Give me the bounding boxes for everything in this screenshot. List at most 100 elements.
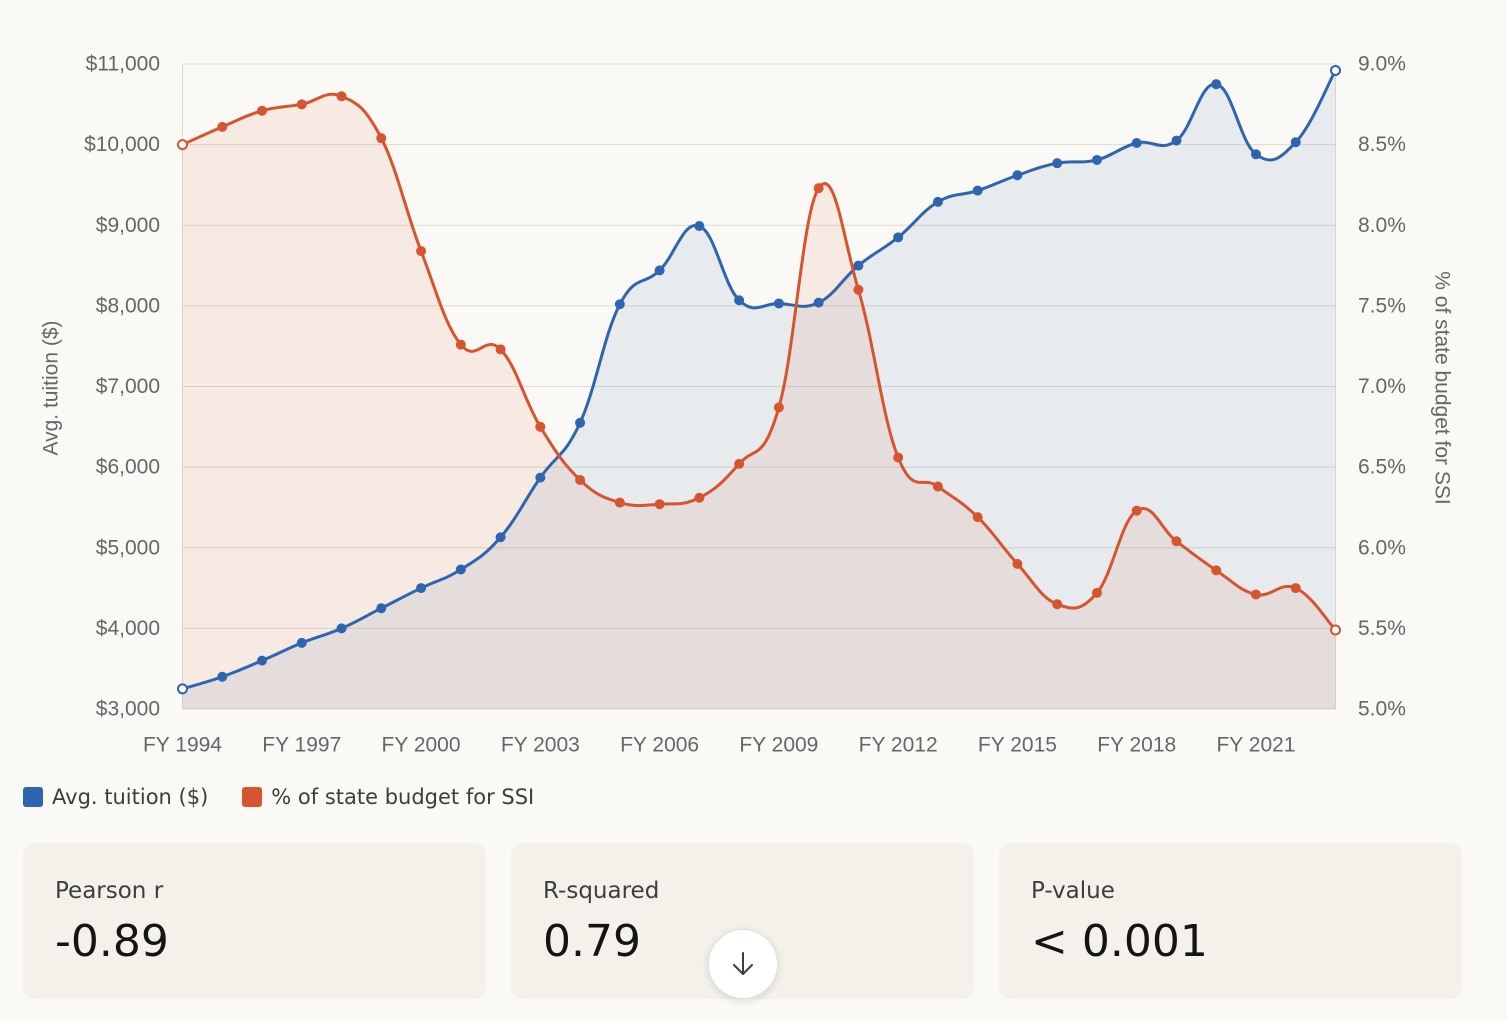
point-ssi (972, 512, 983, 523)
y-tick-right: 7.0% (1358, 375, 1406, 398)
stat-label: P-value (1031, 878, 1115, 904)
y-tick-left: $7,000 (96, 375, 160, 398)
point-tuition (1171, 135, 1182, 146)
series-areas (182, 70, 1336, 709)
legend-swatch-ssi (242, 787, 263, 807)
y-tick-right: 5.5% (1358, 617, 1406, 640)
data-points (177, 64, 1341, 695)
point-ssi (813, 183, 824, 194)
point-ssi (694, 492, 705, 503)
area-tuition (182, 70, 1336, 709)
y-tick-left: $9,000 (96, 214, 160, 237)
point-tuition (495, 532, 506, 543)
point-tuition (575, 417, 586, 428)
point-ssi (376, 133, 387, 144)
point-ssi (257, 105, 268, 116)
area-ssi (182, 94, 1336, 709)
stat-card-pearson: Pearson r -0.89 (23, 843, 486, 999)
point-tuition (1131, 138, 1142, 149)
point-ssi (1211, 565, 1222, 576)
point-tuition (853, 260, 864, 271)
point-ssi (853, 284, 864, 295)
point-tuition (734, 295, 745, 306)
point-tuition (535, 472, 546, 483)
y-tick-right: 8.0% (1358, 214, 1406, 237)
point-ssi (535, 421, 546, 432)
point-ssi (455, 339, 466, 350)
point-tuition (336, 623, 347, 634)
point-ssi (654, 499, 665, 510)
chart: $3,000 $4,000 $5,000 $6,000 $7,000 $8,000 $9,0… (40, 53, 1454, 757)
point-tuition (257, 655, 268, 666)
x-tick: FY 2003 (501, 734, 580, 757)
x-tick: FY 2015 (978, 734, 1057, 757)
point-ssi (734, 458, 745, 469)
legend: Avg. tuition ($) % of state budget for S… (23, 782, 534, 812)
y-axis-left-title: Avg. tuition ($) (40, 320, 63, 455)
y-tick-left: $4,000 (96, 617, 160, 640)
stat-value: 0.79 (543, 916, 641, 967)
y-tick-left: $8,000 (96, 294, 160, 317)
point-tuition (1250, 149, 1261, 160)
point-tuition (893, 232, 904, 243)
point-tuition (654, 265, 665, 276)
y-tick-right: 7.5% (1358, 294, 1406, 317)
point-ssi (614, 497, 625, 508)
point-ssi (1052, 599, 1063, 610)
point-ssi (1330, 624, 1341, 636)
legend-swatch-tuition (23, 787, 43, 807)
point-tuition (972, 185, 983, 196)
y-tick-left: $5,000 (96, 536, 160, 559)
legend-item-tuition[interactable]: Avg. tuition ($) (23, 785, 208, 809)
point-tuition (177, 683, 188, 695)
stat-label: Pearson r (55, 878, 164, 904)
stat-label: R-squared (543, 878, 660, 904)
point-tuition (416, 583, 427, 594)
point-ssi (1131, 505, 1142, 516)
point-tuition (1290, 137, 1301, 148)
point-ssi (932, 481, 943, 492)
point-ssi (1171, 536, 1182, 547)
point-ssi (1012, 558, 1023, 569)
point-tuition (217, 671, 228, 682)
stat-value: -0.89 (55, 916, 169, 967)
point-ssi (1250, 589, 1261, 600)
point-ssi (1290, 583, 1301, 594)
point-ssi (416, 246, 427, 257)
point-tuition (813, 297, 824, 308)
point-tuition (376, 603, 387, 614)
stat-value: < 0.001 (1031, 916, 1208, 967)
x-tick: FY 1994 (143, 734, 222, 757)
point-tuition (1012, 170, 1023, 181)
point-ssi (893, 452, 904, 463)
point-ssi (575, 475, 586, 486)
legend-item-ssi[interactable]: % of state budget for SSI (242, 785, 534, 809)
y-axis-right-title: % of state budget for SSI (1430, 271, 1453, 504)
scroll-down-button[interactable] (708, 929, 778, 999)
point-tuition (614, 299, 625, 310)
y-tick-right: 9.0% (1358, 53, 1406, 76)
y-tick-left: $11,000 (86, 53, 160, 76)
x-tick: FY 2012 (859, 734, 938, 757)
y-tick-right: 6.5% (1358, 456, 1406, 479)
point-ssi (495, 344, 506, 355)
x-tick: FY 2000 (382, 734, 461, 757)
tick-labels: $3,000 $4,000 $5,000 $6,000 $7,000 $8,000 $9,0… (84, 53, 1406, 757)
point-tuition (1052, 158, 1063, 169)
x-tick: FY 2018 (1097, 734, 1176, 757)
point-tuition (773, 298, 784, 309)
legend-label-ssi: % of state budget for SSI (271, 785, 535, 809)
arrow-down-icon (733, 952, 753, 975)
y-tick-left: $6,000 (96, 456, 160, 479)
y-tick-left: $3,000 (96, 698, 160, 721)
x-tick: FY 2009 (739, 734, 818, 757)
point-tuition (932, 196, 943, 207)
x-tick: FY 2006 (620, 734, 699, 757)
x-tick: FY 2021 (1216, 734, 1295, 757)
y-tick-right: 5.0% (1358, 698, 1406, 721)
stat-card-p-value: P-value < 0.001 (999, 843, 1462, 999)
point-tuition (296, 637, 307, 648)
point-ssi (336, 91, 347, 102)
point-ssi (296, 99, 307, 110)
point-ssi (773, 402, 784, 413)
